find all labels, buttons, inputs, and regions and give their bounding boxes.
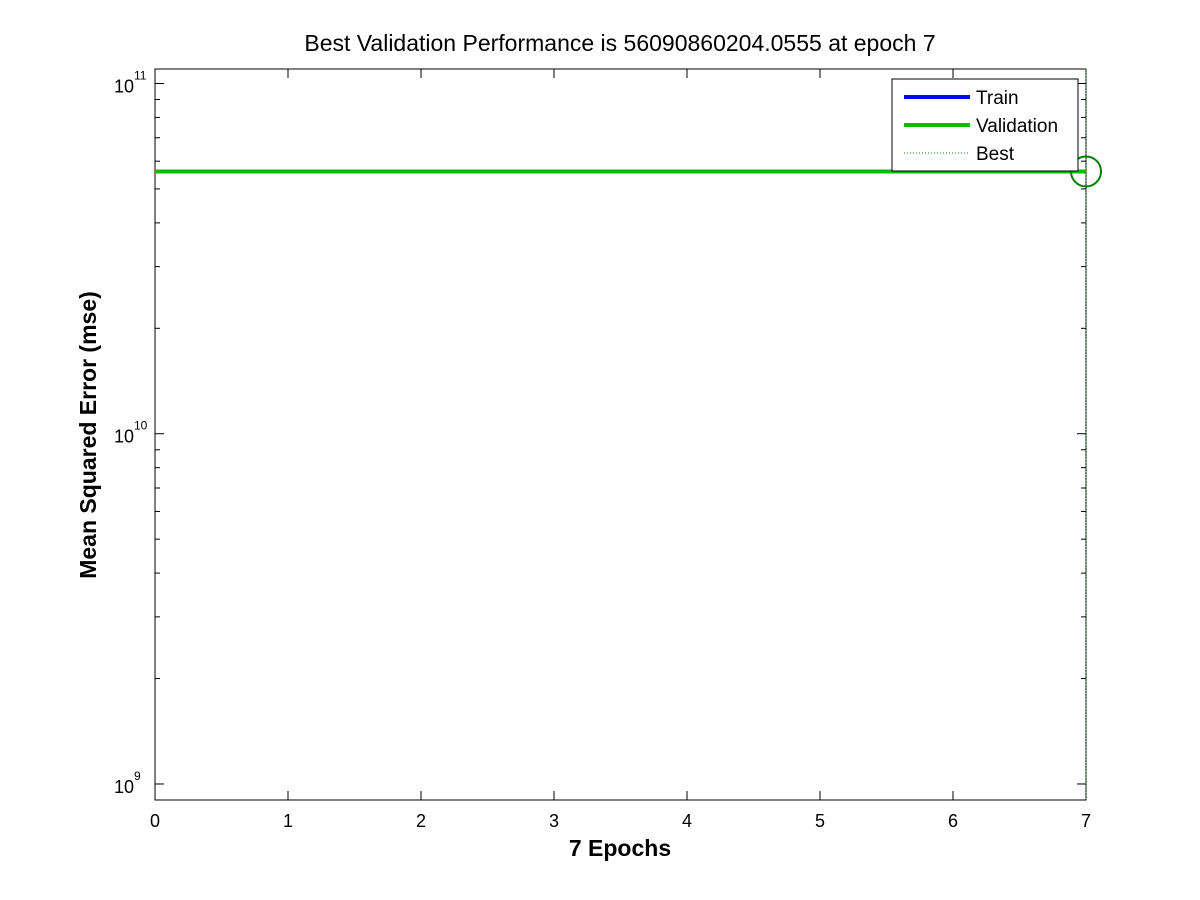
- legend-label-best: Best: [976, 144, 1015, 165]
- x-tick-label: 5: [815, 811, 825, 831]
- chart-title: Best Validation Performance is 560908602…: [304, 30, 935, 56]
- y-tick-label-exponent: 11: [134, 68, 147, 82]
- x-tick-label: 6: [948, 811, 958, 831]
- legend: Train Validation Best: [891, 78, 1079, 172]
- x-axis-label: 7 Epochs: [569, 835, 671, 861]
- x-tick-label: 1: [283, 811, 293, 831]
- plot-area: [154, 68, 1087, 801]
- legend-label-validation: Validation: [976, 116, 1058, 137]
- legend-label-train: Train: [976, 88, 1019, 109]
- x-tick-label: 4: [682, 811, 692, 831]
- y-tick-label-base: 10: [114, 427, 134, 447]
- y-axis-label: Mean Squared Error (mse): [75, 291, 101, 579]
- y-tick-label-base: 10: [114, 777, 134, 797]
- y-tick-label-exponent: 9: [134, 769, 141, 783]
- y-tick-label-exponent: 10: [134, 419, 148, 433]
- x-tick-label: 7: [1081, 811, 1091, 831]
- x-tick-label: 0: [150, 811, 160, 831]
- y-tick-label-base: 10: [114, 76, 134, 96]
- x-tick-label: 2: [416, 811, 426, 831]
- x-tick-label: 3: [549, 811, 559, 831]
